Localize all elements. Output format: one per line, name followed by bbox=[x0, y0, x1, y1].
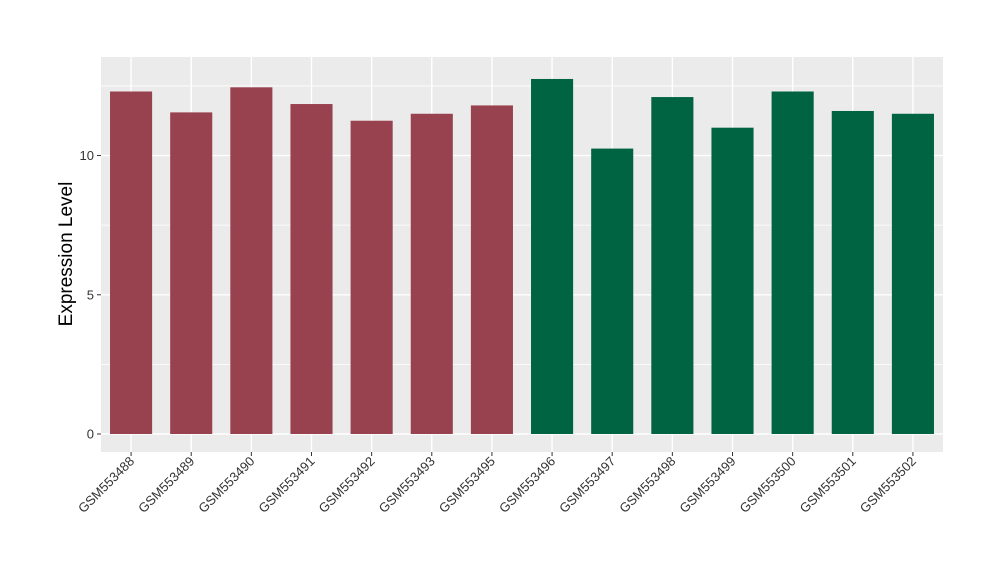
y-tick-label: 5 bbox=[87, 287, 94, 302]
bar-GSM553489 bbox=[170, 112, 213, 434]
plot-panel bbox=[101, 57, 943, 452]
y-axis: 0 5 10 bbox=[80, 148, 101, 442]
bars bbox=[110, 78, 934, 435]
bar-GSM553500 bbox=[771, 91, 814, 434]
bar-GSM553488 bbox=[110, 91, 153, 434]
y-tick-label: 10 bbox=[80, 148, 94, 163]
bar-GSM553499 bbox=[711, 127, 754, 434]
bar-GSM553502 bbox=[891, 113, 934, 435]
bar-GSM553492 bbox=[350, 120, 393, 434]
bar-GSM553491 bbox=[290, 104, 333, 435]
bar-GSM553501 bbox=[831, 110, 874, 434]
y-axis-title: Expression Level bbox=[56, 182, 77, 327]
bar-GSM553495 bbox=[470, 105, 513, 435]
bar-GSM553490 bbox=[230, 87, 273, 435]
bar-GSM553496 bbox=[531, 78, 574, 434]
y-tick-label: 0 bbox=[87, 427, 94, 442]
bar-GSM553497 bbox=[591, 148, 634, 435]
bar-GSM553493 bbox=[410, 113, 453, 435]
bar-GSM553498 bbox=[651, 97, 694, 435]
